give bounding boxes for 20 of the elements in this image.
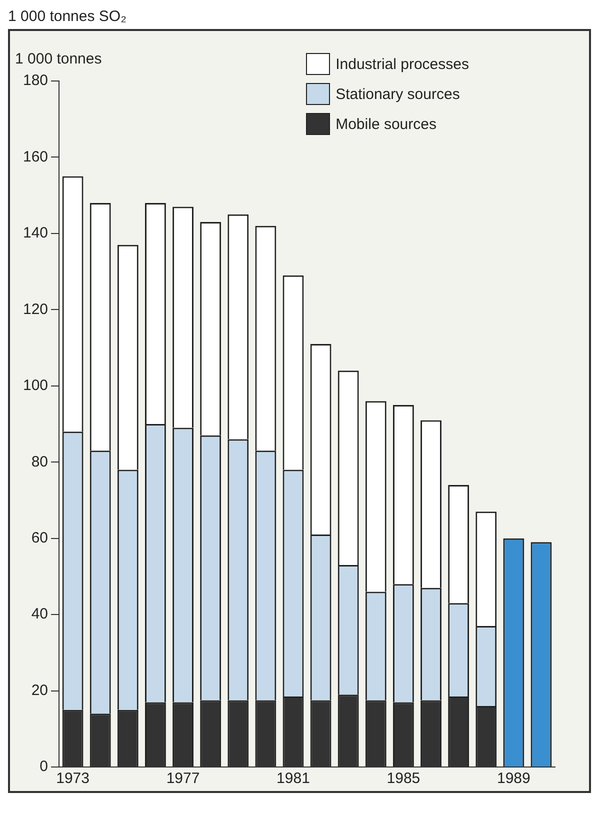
y-tick-label: 180 <box>22 72 48 90</box>
legend-label: Industrial processes <box>336 56 469 72</box>
y-tick-label: 40 <box>31 606 48 623</box>
legend-label: Mobile sources <box>336 116 436 132</box>
y-tick-label: 0 <box>40 758 48 776</box>
y-tick-label: 160 <box>22 148 48 166</box>
x-tick-label: 1977 <box>166 770 200 788</box>
x-tick-label: 1989 <box>496 770 530 788</box>
y-tick-label: 60 <box>31 529 48 546</box>
chart-title: 1 000 tonnes SO₂ <box>8 8 128 25</box>
y-tick-label: 120 <box>22 300 48 318</box>
y-tick-label: 80 <box>31 453 48 470</box>
y-tick-label: 140 <box>22 224 48 242</box>
y-tick-label: 100 <box>22 377 48 394</box>
legend-label: Stationary sources <box>336 86 460 102</box>
y-tick-label: 20 <box>31 682 48 699</box>
y-axis-title: 1 000 tonnes <box>15 50 102 68</box>
x-tick-label: 1981 <box>276 770 310 788</box>
x-tick-label: 1973 <box>56 770 90 788</box>
x-tick-label: 1985 <box>386 770 420 788</box>
